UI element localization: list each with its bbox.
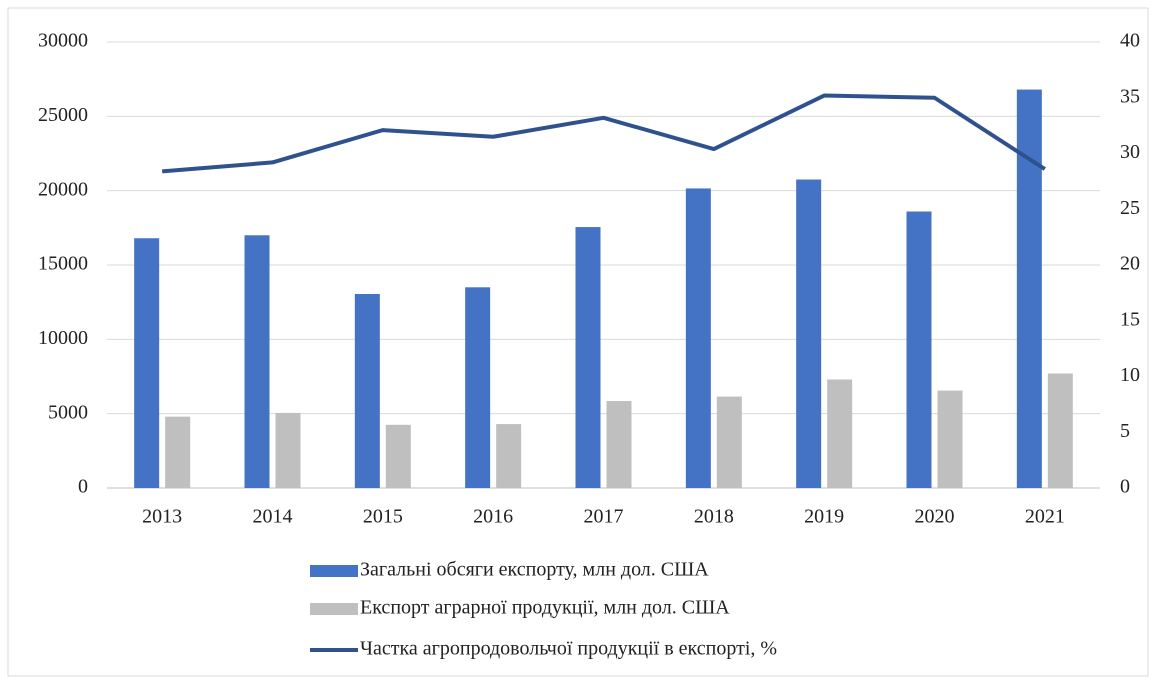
bar <box>937 390 963 488</box>
legend-swatch <box>310 603 358 615</box>
y2-tick-label: 35 <box>1120 85 1140 107</box>
y2-tick-label: 15 <box>1120 308 1140 330</box>
bar <box>465 287 491 488</box>
bar <box>606 401 632 488</box>
y-tick-label: 15000 <box>38 253 88 275</box>
x-tick-label: 2021 <box>1025 506 1065 528</box>
x-tick-label: 2016 <box>473 506 513 528</box>
bar <box>1047 373 1073 488</box>
legend-label: Загальні обсяги експорту, млн дол. США <box>360 559 709 581</box>
bar <box>827 379 853 488</box>
y2-tick-label: 25 <box>1120 197 1140 219</box>
x-tick-label: 2017 <box>584 506 624 528</box>
y2-tick-label: 5 <box>1120 420 1130 442</box>
bar <box>275 412 301 488</box>
y2-tick-label: 40 <box>1120 30 1140 52</box>
bar <box>1016 89 1042 488</box>
y2-tick-label: 30 <box>1120 141 1140 163</box>
line <box>162 93 1046 174</box>
y-tick-label: 30000 <box>38 30 88 52</box>
legend-label: Частка агропродовольчої продукції в експ… <box>360 638 777 660</box>
x-tick-label: 2019 <box>804 506 844 528</box>
bar <box>354 293 380 488</box>
bar <box>685 188 711 489</box>
bar <box>165 416 191 488</box>
y-tick-label: 20000 <box>38 178 88 200</box>
bar <box>796 179 822 488</box>
bar <box>134 238 160 488</box>
bar <box>906 211 932 489</box>
y-tick-label: 10000 <box>38 327 88 349</box>
legend-swatch <box>310 565 358 577</box>
y-tick-label: 0 <box>78 476 88 498</box>
bar <box>385 424 411 488</box>
x-tick-label: 2014 <box>253 506 293 528</box>
bar <box>244 235 270 488</box>
x-tick-label: 2013 <box>142 506 182 528</box>
x-tick-label: 2020 <box>915 506 955 528</box>
y-tick-label: 25000 <box>38 104 88 126</box>
bar <box>575 227 601 488</box>
y-tick-label: 5000 <box>48 401 88 423</box>
legend-label: Експорт аграрної продукції, млн дол. США <box>360 597 730 619</box>
y2-tick-label: 0 <box>1120 476 1130 498</box>
x-tick-label: 2018 <box>694 506 734 528</box>
y2-tick-label: 10 <box>1120 364 1140 386</box>
bar <box>496 424 522 488</box>
x-tick-label: 2015 <box>363 506 403 528</box>
y2-tick-label: 20 <box>1120 253 1140 275</box>
bar <box>716 396 742 488</box>
